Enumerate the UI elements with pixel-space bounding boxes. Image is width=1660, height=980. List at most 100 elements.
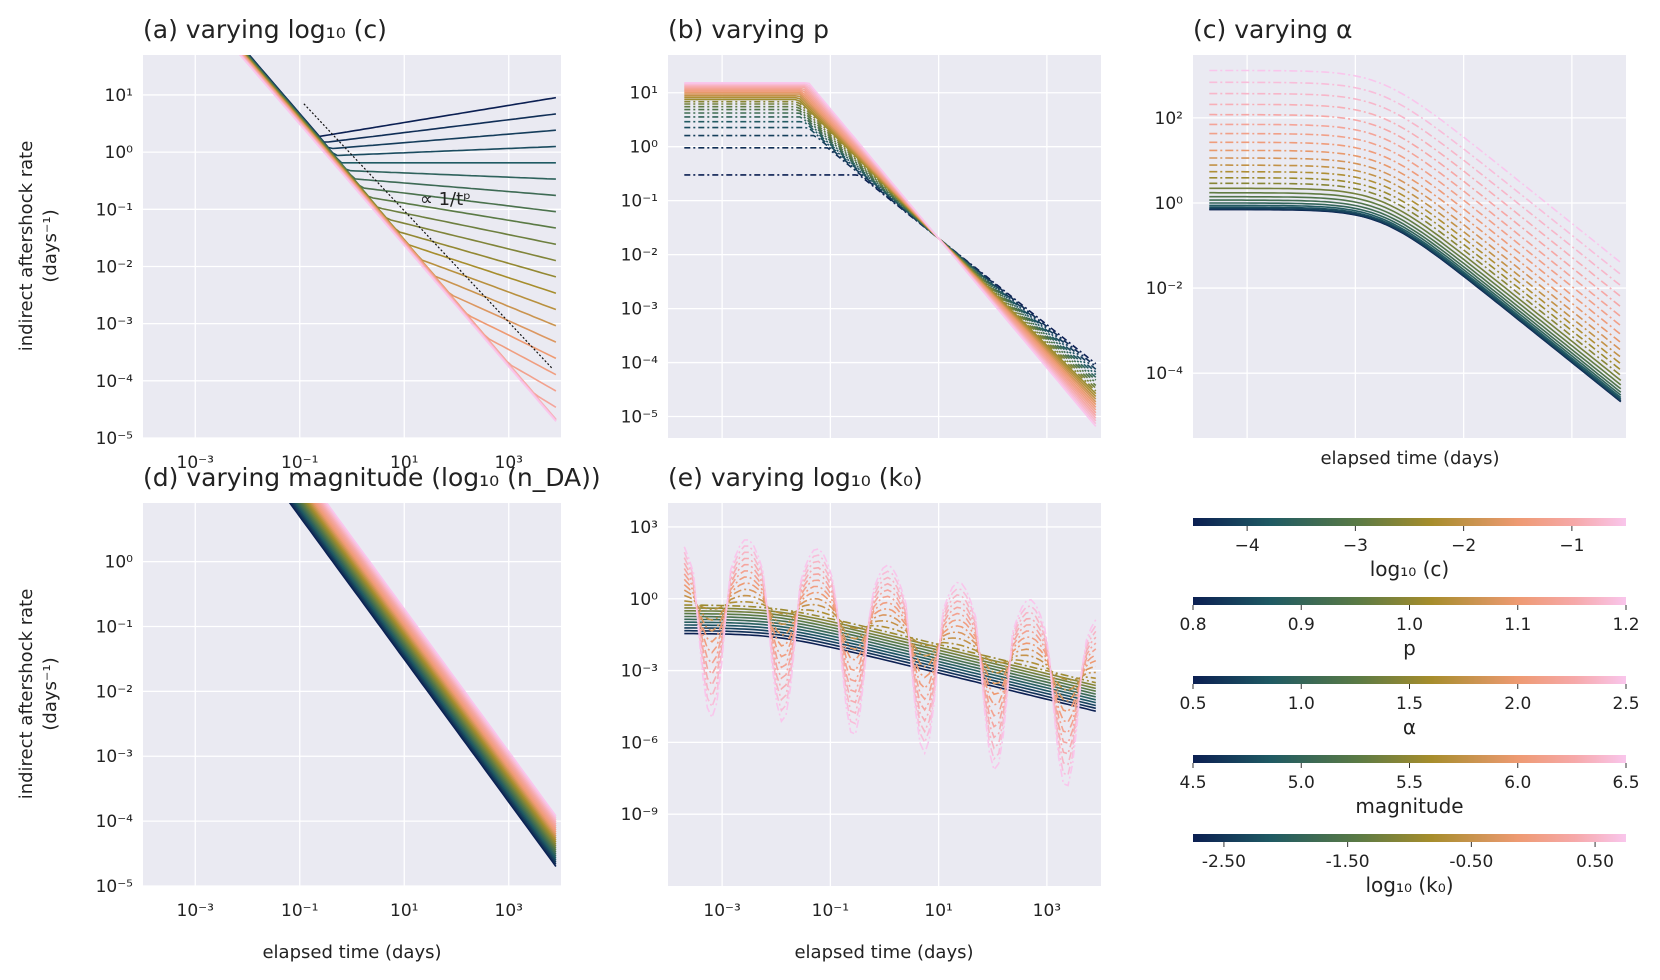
panel-c-series-line bbox=[1209, 92, 1622, 287]
panel-d-ylabel-line1: indirect aftershock rate bbox=[16, 589, 37, 800]
panel-d-xtick-label: 10³ bbox=[495, 901, 523, 921]
panel-d-series-line bbox=[302, 503, 557, 849]
colorbar-tick-label: 0.9 bbox=[1288, 615, 1315, 635]
panel-c-series-line bbox=[1209, 157, 1622, 351]
panel-d-curves bbox=[288, 503, 557, 867]
panel-c-series-line bbox=[1209, 164, 1622, 358]
panel-a-xtick-label: 10¹ bbox=[390, 453, 418, 473]
panel-e-ytick-label: 10⁻³ bbox=[621, 662, 658, 682]
panel-a-ytick-label: 10⁻⁵ bbox=[96, 429, 133, 449]
panel-d-series-line bbox=[319, 503, 557, 825]
panel-b-series-line bbox=[684, 112, 1097, 381]
colorbar-gradient bbox=[1193, 755, 1626, 763]
panel-c-yticks: 10⁻⁴ 10⁻² 10⁰ 10² bbox=[1146, 109, 1184, 384]
panel-b-curves bbox=[684, 82, 1097, 427]
panel-e-series-line bbox=[684, 610, 1096, 690]
panel-c-series-line bbox=[1209, 170, 1622, 365]
panel-a-series-line bbox=[246, 55, 556, 197]
panel-d-series-line bbox=[309, 503, 557, 839]
panel-d-series-line bbox=[322, 503, 557, 821]
colorbar-tick-label: 0.50 bbox=[1576, 852, 1614, 872]
panel-e-title: (e) varying log₁₀ (k₀) bbox=[668, 463, 923, 492]
panel-a-series-line bbox=[247, 55, 557, 143]
panel-b-ytick-label: 10⁻⁵ bbox=[621, 408, 658, 428]
panel-c-series-line bbox=[1209, 177, 1622, 371]
panel-b-title: (b) varying p bbox=[668, 15, 829, 44]
panel-e-series-line bbox=[684, 624, 1096, 704]
panel-d-series-line bbox=[293, 503, 557, 861]
panel-d-series-line bbox=[325, 503, 557, 817]
colorbar-tick-label: 4.5 bbox=[1179, 773, 1206, 793]
panel-d-series-line bbox=[324, 503, 557, 819]
colorbar-stack: −4 −3 −2 −1 log₁₀ (c) 0.8 0.9 1.0 1.1 1.2 p 0.5 1.0 1… bbox=[1179, 518, 1640, 897]
panel-b-series-line bbox=[684, 126, 1097, 373]
panel-d-xtick-label: 10¹ bbox=[390, 901, 418, 921]
panel-d-series-line bbox=[288, 503, 557, 867]
panel-d-xlabel: elapsed time (days) bbox=[262, 942, 441, 963]
panel-b-ytick-label: 10⁻¹ bbox=[621, 192, 658, 212]
panel-a-series-line bbox=[238, 55, 557, 422]
panel-d-series-line bbox=[315, 503, 557, 831]
panel-c-plot-area bbox=[1193, 55, 1626, 438]
colorbar-tick-label: 0.8 bbox=[1179, 615, 1206, 635]
panel-d-ylabel-line2: (days⁻¹) bbox=[40, 657, 61, 730]
panel-d-series-line bbox=[311, 503, 557, 837]
panel-d-xtick-label: 10⁻³ bbox=[177, 901, 214, 921]
panel-e-series-line bbox=[684, 618, 1096, 698]
panel-e: (e) varying log₁₀ (k₀) 10⁻³ 10⁻¹ 10¹ 10³ 10… bbox=[621, 463, 1101, 963]
colorbar-tick-label: 5.5 bbox=[1396, 773, 1423, 793]
colorbar-label: log₁₀ (c) bbox=[1370, 557, 1449, 581]
colorbar-gradient bbox=[1193, 597, 1626, 605]
colorbar-tick-label: 0.5 bbox=[1179, 694, 1206, 714]
colorbar-tick-label: −3 bbox=[1343, 536, 1368, 556]
panel-d-series-line bbox=[308, 503, 557, 841]
panel-d-ytick-label: 10⁻² bbox=[96, 682, 133, 702]
panel-e-ytick-label: 10⁰ bbox=[630, 590, 659, 610]
panel-d-ytick-label: 10⁻³ bbox=[96, 747, 133, 767]
panel-a-ytick-label: 10¹ bbox=[105, 86, 133, 106]
panel-d-series-line bbox=[321, 503, 557, 823]
panel-e-yticks: 10⁻⁹ 10⁻⁶ 10⁻³ 10⁰ 10³ bbox=[621, 518, 659, 825]
panel-e-xtick-label: 10⁻¹ bbox=[812, 901, 849, 921]
panel-e-series-line bbox=[684, 604, 1096, 684]
colorbar-3: 4.5 5.0 5.5 6.0 6.5 magnitude bbox=[1179, 755, 1640, 818]
panel-c-series-line bbox=[1209, 204, 1622, 399]
panel-e-xtick-label: 10¹ bbox=[924, 901, 952, 921]
panel-c-series-line bbox=[1209, 187, 1622, 382]
panel-c-title: (c) varying α bbox=[1193, 15, 1352, 44]
panel-b-yticks: 10⁻⁵ 10⁻⁴ 10⁻³ 10⁻² 10⁻¹ 10⁰ 10¹ bbox=[621, 84, 659, 428]
panel-e-series-line bbox=[684, 612, 1096, 692]
panel-d-series-line bbox=[312, 503, 557, 835]
panel-b-series-line bbox=[684, 120, 1097, 376]
colorbar-label: p bbox=[1403, 636, 1416, 660]
panel-b-ytick-label: 10⁻⁴ bbox=[621, 354, 659, 374]
panel-e-series-line bbox=[683, 563, 1097, 745]
colorbar-tick-label: 5.0 bbox=[1288, 773, 1315, 793]
panel-a-ytick-label: 10⁻³ bbox=[96, 315, 133, 335]
panel-e-series-line bbox=[683, 582, 1097, 713]
panel-d-series-line bbox=[299, 503, 557, 853]
panel-e-series-line bbox=[684, 632, 1096, 712]
panel-a-series-line bbox=[247, 55, 556, 150]
panel-e-curves bbox=[683, 539, 1097, 787]
colorbar-tick-label: −4 bbox=[1235, 536, 1260, 556]
colorbar-tick-label: 2.5 bbox=[1612, 694, 1639, 714]
panel-d-series-line bbox=[296, 503, 557, 857]
panel-c-series-line bbox=[1209, 206, 1622, 400]
panel-c-xlabel: elapsed time (days) bbox=[1320, 448, 1499, 469]
panel-a-series-line bbox=[246, 55, 556, 180]
panel-a-title: (a) varying log₁₀ (c) bbox=[143, 15, 387, 44]
panel-d-series-line bbox=[318, 503, 557, 827]
panel-a-ytick-label: 10⁻⁴ bbox=[96, 372, 134, 392]
panel-d-series-line bbox=[316, 503, 557, 829]
colorbar-tick-label: 6.5 bbox=[1612, 773, 1639, 793]
panel-d-yticks: 10⁻⁵ 10⁻⁴ 10⁻³ 10⁻² 10⁻¹ 10⁰ bbox=[96, 553, 134, 897]
panel-c-ytick-label: 10² bbox=[1155, 109, 1183, 129]
colorbar-tick-label: 2.0 bbox=[1504, 694, 1531, 714]
panel-d-series-line bbox=[294, 503, 557, 859]
panel-e-grid bbox=[668, 503, 1101, 886]
panel-b-ytick-label: 10⁻² bbox=[621, 246, 658, 266]
panel-d-series-line bbox=[300, 503, 557, 851]
panel-e-xlabel: elapsed time (days) bbox=[794, 942, 973, 963]
